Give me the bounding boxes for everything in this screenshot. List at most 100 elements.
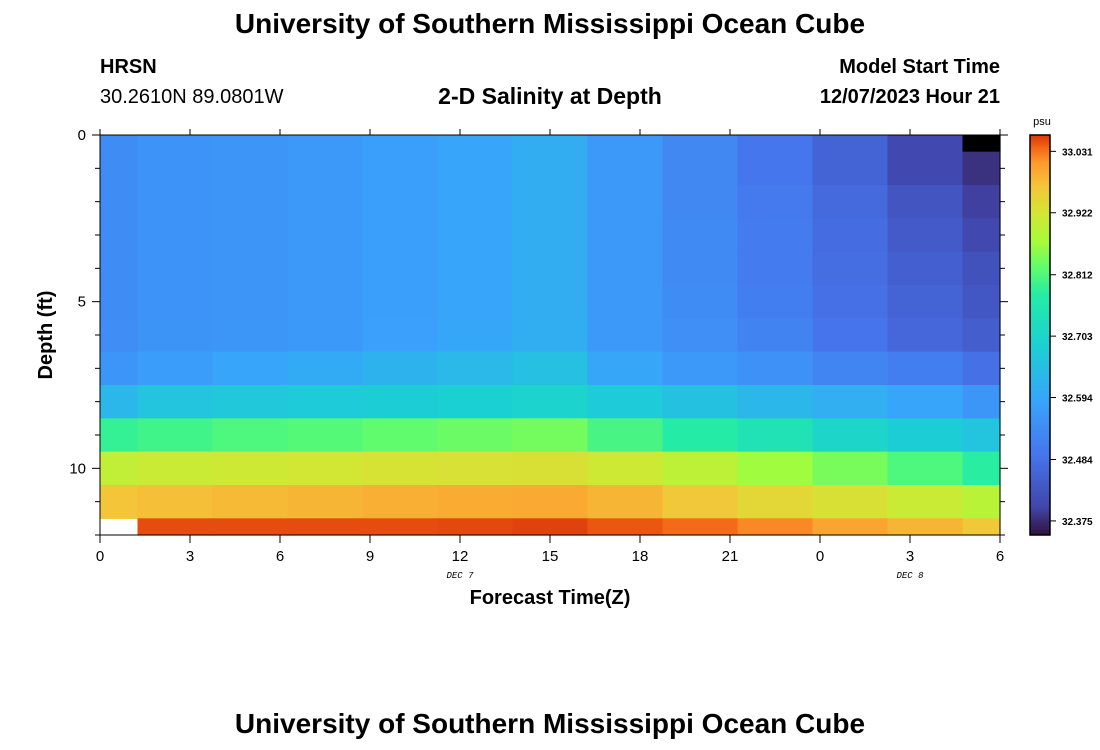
heatmap-cell (737, 285, 814, 319)
heatmap-cell (512, 251, 589, 286)
heatmap-cell (887, 351, 964, 386)
heatmap-cell (100, 418, 139, 453)
heatmap-cell (212, 218, 289, 253)
heatmap-cell (812, 485, 889, 519)
heatmap-cell (887, 151, 964, 186)
heatmap-cell (137, 151, 214, 186)
heatmap-cell (437, 285, 514, 319)
heatmap-cell (362, 318, 439, 353)
heatmap-cell (212, 385, 289, 419)
heatmap-cell (662, 451, 739, 486)
heatmap-cell (512, 351, 589, 386)
heatmap-cell (100, 151, 139, 186)
heatmap-cell (887, 385, 964, 419)
heatmap-cell (962, 351, 1001, 386)
heatmap-cell (212, 185, 289, 219)
heatmap-cell (812, 318, 889, 353)
heatmap-cell (587, 251, 664, 286)
heatmap-cell (812, 151, 889, 186)
date-label: DEC 7 (446, 571, 474, 581)
x-tick-label: 6 (276, 548, 284, 565)
heatmap-cell (100, 285, 139, 319)
heatmap-cell (737, 218, 814, 253)
heatmap-cell (962, 151, 1001, 186)
heatmap-cell (100, 451, 139, 486)
heatmap-cell (962, 285, 1001, 319)
heatmap-cell (287, 418, 364, 453)
colorbar-tick-label: 33.031 (1062, 147, 1093, 158)
heatmap-cell (362, 418, 439, 453)
heatmap-cell (287, 451, 364, 486)
heatmap-cell (437, 418, 514, 453)
heatmap-cell (512, 285, 589, 319)
x-tick-label: 3 (186, 548, 194, 565)
heatmap-cell (100, 185, 139, 219)
colorbar-tick-label: 32.594 (1062, 394, 1093, 405)
y-tick-label: 10 (69, 460, 86, 477)
heatmap-cell (362, 151, 439, 186)
station-name: HRSN (100, 56, 157, 78)
heatmap-cell (887, 451, 964, 486)
heatmap-cell (137, 385, 214, 419)
heatmap-cell (662, 135, 739, 153)
heatmap-cell (737, 518, 814, 536)
model-start-value: 12/07/2023 Hour 21 (819, 86, 1000, 108)
heatmap-cell (437, 135, 514, 153)
heatmap-cell (287, 285, 364, 319)
heatmap-cell (887, 185, 964, 219)
heatmap-cell (137, 285, 214, 319)
heatmap-cell (100, 351, 139, 386)
heatmap-cell (212, 485, 289, 519)
date-labels: DEC 7 DEC 8 (446, 571, 924, 581)
heatmap-cell (437, 185, 514, 219)
heatmap-cell (137, 485, 214, 519)
y-tick-label: 0 (78, 127, 86, 144)
heatmap-cell (587, 451, 664, 486)
heatmap-cell (587, 351, 664, 386)
heatmap-cell (812, 418, 889, 453)
heatmap-cell (287, 518, 364, 536)
heatmap-cell (137, 351, 214, 386)
heatmap-cell (737, 151, 814, 186)
heatmap-cell (287, 185, 364, 219)
heatmap-cell (512, 451, 589, 486)
heatmap-cell (437, 251, 514, 286)
heatmap-cell (212, 151, 289, 186)
heatmap-cell (137, 518, 214, 536)
heatmap-cell (737, 318, 814, 353)
heatmap-cell (512, 418, 589, 453)
heatmap-cell (812, 135, 889, 153)
heatmap-cell (662, 318, 739, 353)
heatmap-cell (587, 518, 664, 536)
heatmap-cell (362, 351, 439, 386)
heatmap-cell (662, 185, 739, 219)
heatmap-cell (887, 218, 964, 253)
heatmap-cell (587, 151, 664, 186)
colorbar-tick-label: 32.812 (1062, 271, 1093, 282)
heatmap-cell (512, 151, 589, 186)
x-tick-label: 0 (96, 548, 104, 565)
heatmap-cell (812, 385, 889, 419)
heatmap-cell (962, 135, 1001, 153)
colorbar-tick-label: 32.922 (1062, 209, 1093, 220)
y-axis: 0 5 10 (69, 127, 1008, 536)
heatmap-cell (362, 518, 439, 536)
heatmap-cell (137, 135, 214, 153)
heatmap-cell (287, 485, 364, 519)
heatmap-cell (512, 135, 589, 153)
heatmap-cell (212, 285, 289, 319)
x-tick-label: 15 (542, 548, 559, 565)
heatmap-cell (962, 385, 1001, 419)
heatmap-cell (887, 418, 964, 453)
heatmap-cell (362, 451, 439, 486)
colorbar-ticks: 33.031 32.922 32.812 32.703 32.594 32.484 32.3… (1050, 147, 1093, 528)
heatmap-cell (437, 518, 514, 536)
heatmap-cell (137, 251, 214, 286)
heatmap-cell (437, 451, 514, 486)
heatmap-cell (737, 185, 814, 219)
x-tick-label: 9 (366, 548, 374, 565)
x-tick-label: 6 (996, 548, 1004, 565)
heatmap-cell (812, 351, 889, 386)
heatmap-cell (887, 518, 964, 536)
